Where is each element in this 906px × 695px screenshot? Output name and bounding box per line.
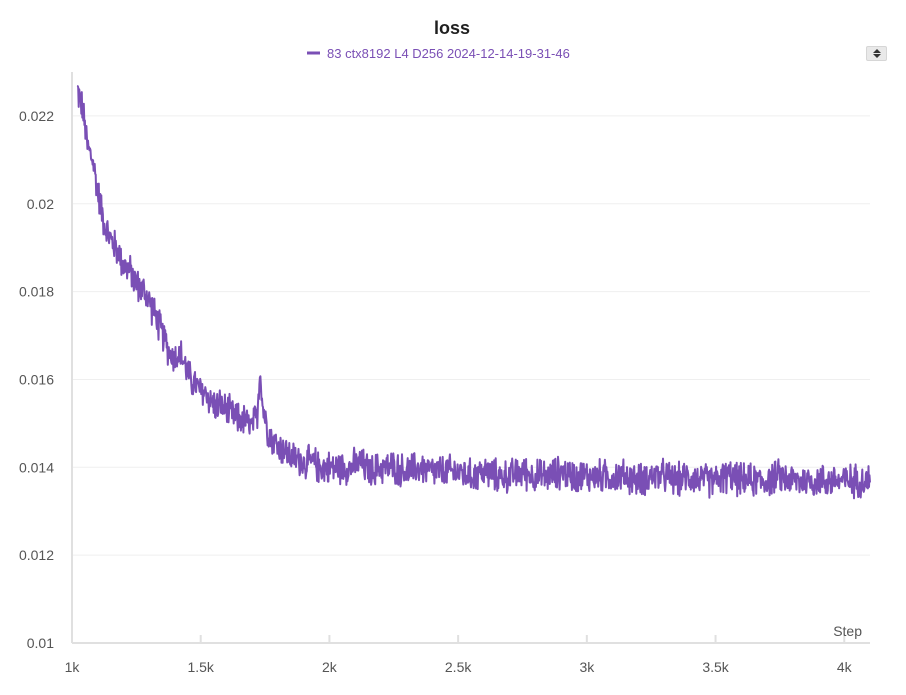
series-line-loss	[76, 85, 871, 500]
legend-scroll-stepper[interactable]	[866, 46, 887, 61]
x-tick-label: 1.5k	[187, 659, 214, 675]
x-axis-ticks: 1k 1.5k 2k 2.5k 3k 3.5k 4k	[65, 635, 853, 675]
legend[interactable]: 83 ctx8192 L4 D256 2024-12-14-19-31-46	[307, 46, 570, 61]
y-axis-ticks: 0.01 0.012 0.014 0.016 0.018 0.02 0.022	[19, 108, 54, 651]
y-tick-label: 0.01	[27, 635, 54, 651]
y-tick-label: 0.018	[19, 284, 54, 300]
x-axis-title: Step	[833, 623, 862, 639]
chart-title: loss	[434, 18, 470, 38]
y-tick-label: 0.012	[19, 547, 54, 563]
x-tick-label: 3.5k	[702, 659, 729, 675]
x-tick-label: 4k	[837, 659, 853, 675]
legend-label: 83 ctx8192 L4 D256 2024-12-14-19-31-46	[327, 46, 570, 61]
y-tick-label: 0.014	[19, 459, 54, 475]
y-tick-label: 0.022	[19, 108, 54, 124]
x-tick-label: 3k	[579, 659, 595, 675]
x-tick-label: 2.5k	[445, 659, 472, 675]
x-tick-label: 2k	[322, 659, 338, 675]
x-tick-label: 1k	[65, 659, 81, 675]
grid	[72, 115, 870, 556]
axes	[71, 72, 870, 644]
y-tick-label: 0.02	[27, 196, 54, 212]
y-tick-label: 0.016	[19, 371, 54, 387]
chevron-up-icon	[872, 49, 881, 53]
chevron-down-icon	[872, 54, 881, 58]
